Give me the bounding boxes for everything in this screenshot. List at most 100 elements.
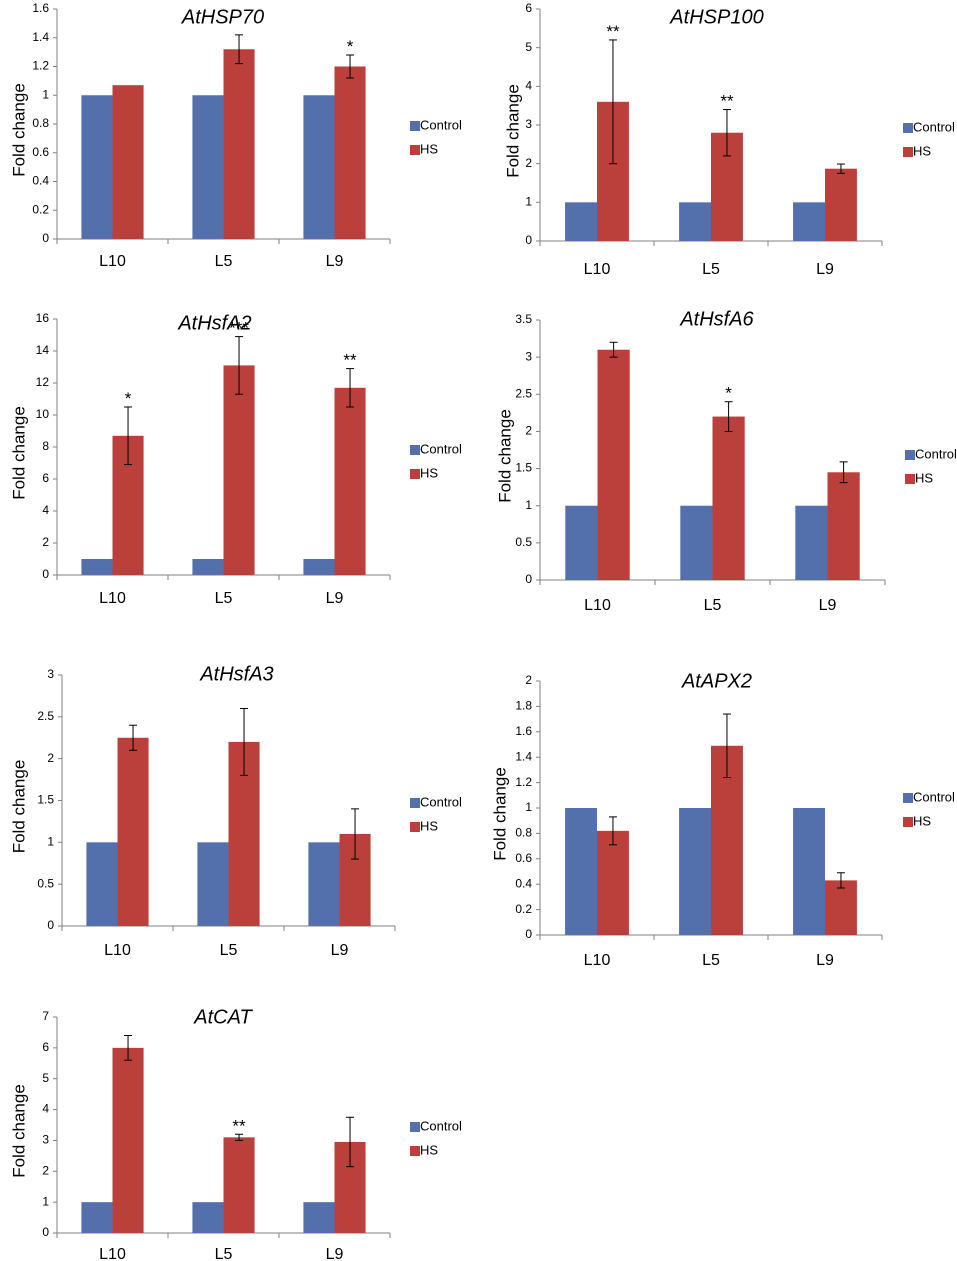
x-tick-label: L10 bbox=[99, 253, 126, 270]
y-tick-label: 8 bbox=[42, 439, 49, 453]
bar-control-l9 bbox=[303, 95, 335, 239]
legend-label-control: Control bbox=[913, 789, 955, 804]
x-tick-label: L5 bbox=[702, 261, 720, 278]
legend-label-control: Control bbox=[420, 1118, 462, 1133]
bar-hs-l9 bbox=[827, 472, 860, 580]
x-tick-label: L10 bbox=[584, 261, 611, 278]
y-tick-label: 0.2 bbox=[32, 202, 49, 216]
chart-title: AtAPX2 bbox=[681, 670, 752, 692]
y-axis-label: Fold change bbox=[503, 84, 522, 178]
bar-control-l9 bbox=[303, 1202, 335, 1233]
bar-control-l9 bbox=[308, 842, 340, 926]
bar-hs-l5 bbox=[223, 1137, 255, 1233]
legend-label-control: Control bbox=[420, 794, 462, 809]
y-tick-label: 0.4 bbox=[515, 876, 532, 890]
bar-control-l9 bbox=[793, 202, 825, 241]
x-tick-label: L9 bbox=[326, 253, 344, 270]
y-tick-label: 6 bbox=[42, 471, 49, 485]
y-tick-label: 3 bbox=[42, 1133, 49, 1147]
y-axis-label: Fold change bbox=[9, 83, 28, 177]
y-tick-label: 2 bbox=[525, 424, 532, 438]
chart-atcat: AtCAT Fold change 0 1 2 3 4 5 6 7 L10 ** L5 L9 Control… bbox=[9, 1006, 462, 1261]
legend-swatch-hs bbox=[903, 817, 913, 827]
y-tick-label: 0 bbox=[525, 572, 532, 586]
y-tick-label: 0.2 bbox=[515, 902, 532, 916]
legend-swatch-control bbox=[905, 450, 915, 460]
chart-athsfa2: AtHsfA2 Fold change 0 2 4 6 8 10 12 14 16 * L10 *** L5… bbox=[9, 311, 462, 607]
significance-marker: ** bbox=[343, 351, 357, 370]
y-tick-label: 14 bbox=[36, 343, 50, 357]
significance-marker: *** bbox=[229, 319, 249, 338]
legend-label-hs: HS bbox=[915, 470, 933, 485]
y-tick-label: 6 bbox=[42, 1040, 49, 1054]
legend-label-hs: HS bbox=[420, 1142, 438, 1157]
bar-hs-l9 bbox=[334, 387, 366, 575]
y-tick-label: 1.6 bbox=[515, 724, 532, 738]
chart-title: AtHsfA6 bbox=[679, 308, 754, 330]
y-tick-label: 1.4 bbox=[32, 30, 49, 44]
y-tick-label: 0 bbox=[525, 927, 532, 941]
legend-swatch-hs bbox=[410, 822, 420, 832]
bar-control-l5 bbox=[197, 842, 229, 926]
chart-athsp70: AtHSP70 Fold change 0 0.2 0.4 0.6 0.8 1 1.2 1.4 1.… bbox=[9, 1, 462, 270]
x-tick-label: L5 bbox=[215, 253, 233, 270]
bar-control-l10 bbox=[81, 95, 113, 239]
chart-title: AtCAT bbox=[193, 1006, 253, 1028]
legend-swatch-hs bbox=[903, 147, 913, 157]
y-tick-label: 0 bbox=[42, 1225, 49, 1239]
y-tick-label: 1 bbox=[42, 1194, 49, 1208]
legend-label-hs: HS bbox=[420, 141, 438, 156]
y-tick-label: 3 bbox=[525, 349, 532, 363]
legend-label-hs: HS bbox=[420, 465, 438, 480]
significance-marker: ** bbox=[720, 92, 734, 111]
y-tick-label: 4 bbox=[42, 1102, 49, 1116]
bar-control-l5 bbox=[192, 1202, 224, 1233]
y-tick-label: 2 bbox=[42, 1163, 49, 1177]
y-tick-label: 0.6 bbox=[32, 145, 49, 159]
y-tick-label: 7 bbox=[42, 1009, 49, 1023]
legend-label-control: Control bbox=[420, 441, 462, 456]
legend-swatch-control bbox=[410, 445, 420, 455]
y-tick-label: 1 bbox=[525, 195, 532, 209]
bar-control-l9 bbox=[795, 505, 828, 580]
bar-control-l9 bbox=[793, 808, 825, 935]
x-tick-label: L9 bbox=[326, 1246, 344, 1261]
legend-swatch-control bbox=[903, 123, 913, 133]
bar-control-l10 bbox=[81, 1202, 113, 1233]
bar-hs-l10 bbox=[112, 85, 144, 239]
bar-hs-l9 bbox=[334, 66, 366, 239]
legend-swatch-control bbox=[410, 1122, 420, 1132]
y-tick-label: 2 bbox=[42, 535, 49, 549]
bar-control-l5 bbox=[679, 202, 711, 241]
y-tick-label: 0.5 bbox=[515, 535, 532, 549]
legend-label-hs: HS bbox=[913, 813, 931, 828]
significance-marker: ** bbox=[232, 1116, 246, 1135]
y-axis-label: Fold change bbox=[9, 1084, 28, 1178]
legend-swatch-control bbox=[410, 121, 420, 131]
y-tick-label: 12 bbox=[36, 375, 50, 389]
y-tick-label: 1 bbox=[525, 800, 532, 814]
x-tick-label: L10 bbox=[99, 1246, 126, 1261]
y-axis-label: Fold change bbox=[9, 760, 28, 854]
significance-marker: * bbox=[125, 389, 132, 408]
legend-swatch-hs bbox=[410, 469, 420, 479]
bar-control-l5 bbox=[679, 808, 711, 935]
chart-title: AtHSP70 bbox=[181, 6, 264, 28]
legend-swatch-hs bbox=[410, 1146, 420, 1156]
bar-control-l10 bbox=[86, 842, 118, 926]
y-tick-label: 0 bbox=[42, 567, 49, 581]
legend-label-control: Control bbox=[420, 117, 462, 132]
y-tick-label: 3 bbox=[47, 667, 54, 681]
y-tick-label: 2 bbox=[525, 673, 532, 687]
bar-control-l10 bbox=[81, 559, 113, 575]
x-tick-label: L9 bbox=[326, 590, 344, 607]
chart-athsfa3: AtHsfA3 Fold change 0 0.5 1 1.5 2 2.5 3 L10 L5 L9 Co… bbox=[9, 663, 462, 959]
y-tick-label: 4 bbox=[525, 79, 532, 93]
y-axis-label: Fold change bbox=[495, 409, 514, 503]
y-tick-label: 0.8 bbox=[515, 826, 532, 840]
x-tick-label: L10 bbox=[99, 590, 126, 607]
significance-marker: * bbox=[725, 384, 732, 403]
y-tick-label: 1.4 bbox=[515, 749, 532, 763]
y-tick-label: 2.5 bbox=[37, 709, 54, 723]
y-tick-label: 1.8 bbox=[515, 699, 532, 713]
